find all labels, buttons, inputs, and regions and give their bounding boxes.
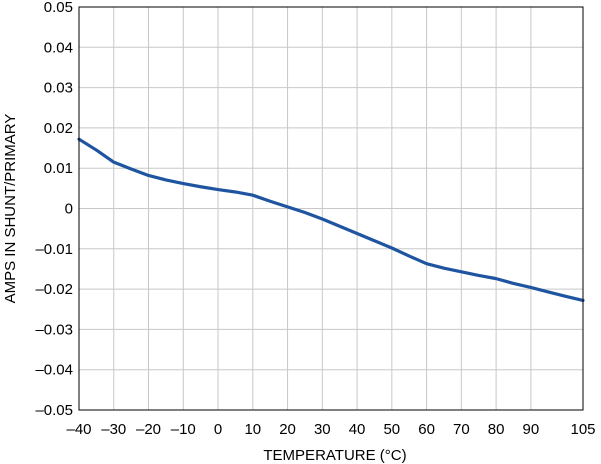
x-tick-label: 0: [214, 421, 222, 438]
y-tick-label: 0: [65, 201, 73, 218]
x-tick-label: –20: [136, 421, 161, 438]
y-tick-label: –0.02: [35, 281, 73, 298]
y-tick-label: 0.02: [44, 120, 73, 137]
y-tick-label: 0.04: [44, 39, 73, 56]
x-tick-label: 105: [570, 421, 595, 438]
x-tick-label: –40: [66, 421, 91, 438]
x-tick-label: –30: [101, 421, 126, 438]
x-tick-label: 90: [523, 421, 540, 438]
x-tick-label: 60: [418, 421, 435, 438]
x-tick-label: 50: [383, 421, 400, 438]
x-tick-label: 40: [349, 421, 366, 438]
x-tick-label: 10: [244, 421, 261, 438]
y-tick-label: –0.04: [35, 362, 73, 379]
y-axis-label: AMPS IN SHUNT/PRIMARY: [2, 114, 19, 304]
series-line: [77, 137, 585, 302]
x-tick-label: 30: [314, 421, 331, 438]
y-tick-label: –0.01: [35, 241, 73, 258]
y-tick-label: 0.01: [44, 160, 73, 177]
y-tick-label: –0.05: [35, 402, 73, 419]
y-tick-label: –0.03: [35, 321, 73, 338]
y-tick-labels: 0.05 0.04 0.03 0.02 0.01 0 –0.01 –0.02 –0.03 –0.0…: [35, 0, 73, 419]
x-tick-label: 80: [488, 421, 505, 438]
series-layer: [77, 137, 585, 302]
x-axis-label: TEMPERATURE (°C): [263, 447, 406, 464]
y-tick-label: 0.05: [44, 0, 73, 16]
x-tick-label: –10: [171, 421, 196, 438]
x-tick-label: 20: [279, 421, 296, 438]
plot-frame: [78, 6, 584, 411]
x-tick-labels: –40 –30 –20 –10 0 10 20 30 40 50 60 70 80 90 105: [66, 421, 595, 438]
grid-lines: [78, 6, 584, 411]
y-tick-label: 0.03: [44, 80, 73, 97]
x-tick-label: 70: [453, 421, 470, 438]
